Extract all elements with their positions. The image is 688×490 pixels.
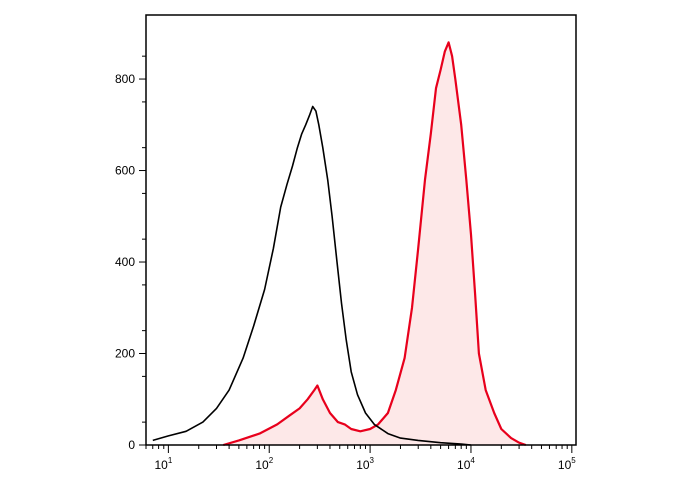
tick-layer: 101 102 103 104 105 0 200 400 600 800 (115, 55, 576, 472)
series-2-line (222, 41, 527, 447)
x-tick-label-4: 105 (558, 456, 576, 472)
y-tick-label-4: 800 (115, 72, 135, 86)
x-tick-label-0: 101 (154, 456, 172, 472)
series-2-fill (223, 42, 526, 446)
x-tick-label-1: 102 (255, 456, 273, 472)
series-layer (152, 41, 527, 447)
x-tick-label-3: 104 (457, 456, 475, 472)
y-tick-label-1: 200 (115, 347, 135, 361)
series-1-line (152, 105, 472, 446)
y-tick-label-0: 0 (128, 438, 135, 452)
x-tick-label-2: 103 (356, 456, 374, 472)
y-tick-label-3: 600 (115, 164, 135, 178)
y-tick-label-2: 400 (115, 255, 135, 269)
plot-frame (145, 14, 577, 446)
